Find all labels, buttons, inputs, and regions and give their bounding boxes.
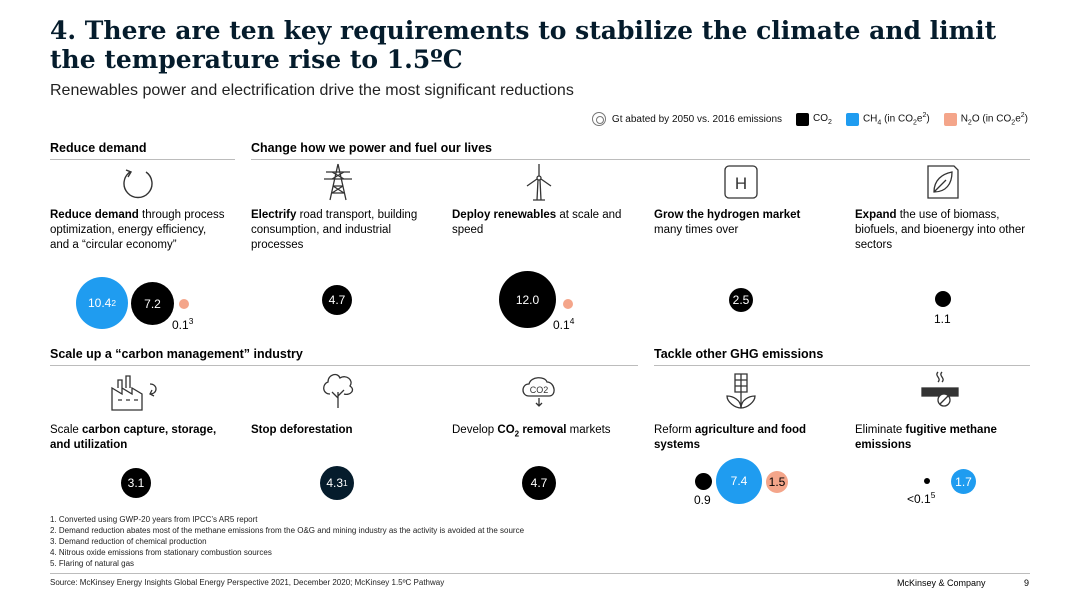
bubble-methane-co2 <box>924 478 930 484</box>
bubble-agriculture-ch4: 7.4 <box>716 458 762 504</box>
footnote: 3. Demand reduction of chemical producti… <box>50 537 207 546</box>
legend-co2: CO2 <box>796 112 832 126</box>
desc-reduce-demand: Reduce demand through process optimizati… <box>50 209 225 251</box>
bubble-renewables-co2: 12.0 <box>499 271 556 328</box>
bubble-biomass-co2 <box>935 291 951 307</box>
bubble-hydrogen-co2: 2.5 <box>729 288 753 312</box>
footnote: 4. Nitrous oxide emissions from stationa… <box>50 548 272 557</box>
bubble-agriculture-n2o: 1.5 <box>766 471 788 493</box>
svg-text:H: H <box>735 174 747 193</box>
bubble-reduce-n2o <box>179 299 189 309</box>
desc-methane: Eliminate fugitive methane emissions <box>855 424 997 451</box>
gt-circle-icon <box>591 112 606 127</box>
desc-renewables: Deploy renewables at scale and speed <box>452 209 622 236</box>
n2o-swatch <box>943 112 957 126</box>
svg-text:CO2: CO2 <box>530 385 549 395</box>
legend-n2o: N2O (in CO2e2) <box>943 112 1028 126</box>
page-number: 9 <box>1024 578 1030 588</box>
value-methane-co2: <0.15 <box>907 490 936 506</box>
bubble-ccus-co2: 3.1 <box>121 468 151 498</box>
power-tower-icon <box>318 162 358 202</box>
desc-electrify: Electrify road transport, building consu… <box>251 209 418 251</box>
value-reduce-n2o: 0.13 <box>172 316 194 332</box>
bubble-electrify-co2: 4.7 <box>322 285 352 315</box>
value-agriculture-co2: 0.9 <box>694 493 711 507</box>
bubble-removal-co2: 4.7 <box>522 466 556 500</box>
brand-name: McKinsey & Company <box>897 578 986 588</box>
co2-swatch <box>796 112 810 126</box>
page-subtitle: Renewables power and electrification dri… <box>50 82 574 99</box>
footnote: 1. Converted using GWP-20 years from IPC… <box>50 515 258 524</box>
bubble-agriculture-co2 <box>695 473 712 490</box>
leaf-icon <box>922 162 962 202</box>
pipe-leak-icon <box>920 370 960 410</box>
wheat-icon <box>721 370 761 410</box>
bubble-deforestation-co2: 4.3 1 <box>320 466 354 500</box>
legend-ch4: CH4 (in CO2e2) <box>845 112 930 126</box>
value-biomass-co2: 1.1 <box>934 312 951 326</box>
footnote: 2. Demand reduction abates most of the m… <box>50 526 525 535</box>
value-renewables-n2o: 0.14 <box>553 316 575 332</box>
bubble-renewables-n2o <box>563 299 573 309</box>
footnotes: 1. Converted using GWP-20 years from IPC… <box>50 514 524 569</box>
bubble-methane-ch4: 1.7 <box>951 469 976 494</box>
desc-deforestation: Stop deforestation <box>251 424 353 436</box>
legend: Gt abated by 2050 vs. 2016 emissions CO2… <box>591 112 1028 127</box>
co2-cloud-icon: CO2 <box>519 370 559 410</box>
ch4-swatch <box>845 112 859 126</box>
footnote: 5. Flaring of natural gas <box>50 559 135 568</box>
section-change-power: Change how we power and fuel our lives <box>251 141 1030 160</box>
desc-hydrogen: Grow the hydrogen market many times over <box>654 209 801 236</box>
section-reduce-demand: Reduce demand <box>50 141 235 160</box>
source-note: Source: McKinsey Energy Insights Global … <box>50 578 445 587</box>
bubble-reduce-ch4: 10.4 2 <box>76 277 128 329</box>
desc-agriculture: Reform agriculture and food systems <box>654 424 807 451</box>
page-title: 4. There are ten key requirements to sta… <box>50 16 997 74</box>
bubble-reduce-co2: 7.2 <box>131 282 174 325</box>
tree-icon <box>318 370 358 410</box>
legend-gt-label: Gt abated by 2050 vs. 2016 emissions <box>611 113 783 125</box>
factory-icon <box>110 372 166 412</box>
footer-divider <box>50 573 1030 574</box>
desc-ccus: Scale carbon capture, storage, and utili… <box>50 424 217 451</box>
hydrogen-icon: H <box>721 162 761 202</box>
wind-turbine-icon <box>519 162 559 202</box>
section-other-ghg: Tackle other GHG emissions <box>654 347 1030 366</box>
section-carbon-management: Scale up a “carbon management” industry <box>50 347 638 366</box>
recycle-icon <box>118 162 158 202</box>
desc-biomass: Expand the use of biomass, biofuels, and… <box>855 209 1026 251</box>
desc-co2-removal: Develop CO2 removal markets <box>452 424 611 439</box>
